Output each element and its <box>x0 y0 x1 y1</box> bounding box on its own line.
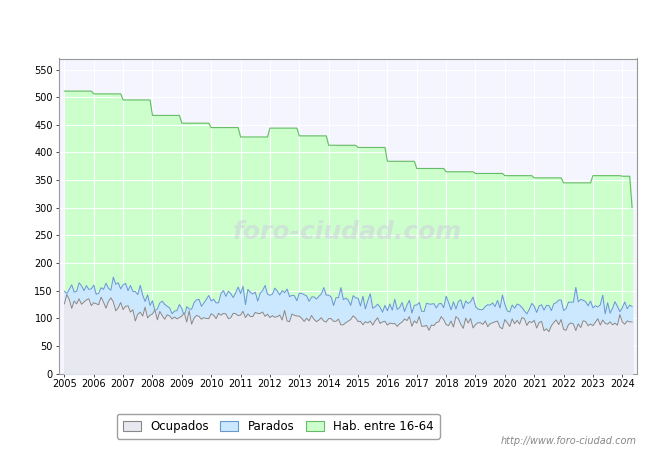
Text: http://www.foro-ciudad.com: http://www.foro-ciudad.com <box>501 436 637 446</box>
Legend: Ocupados, Parados, Hab. entre 16-64: Ocupados, Parados, Hab. entre 16-64 <box>117 414 440 439</box>
Text: Luena - Evolucion de la poblacion en edad de Trabajar Mayo de 2024: Luena - Evolucion de la poblacion en eda… <box>95 17 555 30</box>
Text: foro-ciudad.com: foro-ciudad.com <box>233 220 462 244</box>
